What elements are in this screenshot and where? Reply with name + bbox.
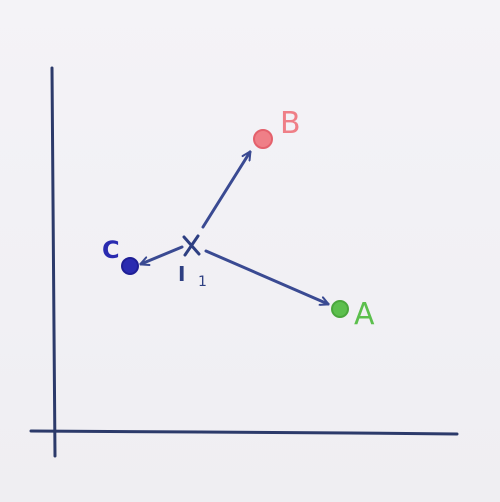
- point-b: [253, 129, 273, 149]
- y-axis: [50, 66, 57, 458]
- point-c: [121, 257, 139, 275]
- point-b-label: B: [280, 106, 301, 141]
- point-a-label: A: [354, 297, 375, 332]
- point-c-label: C: [102, 236, 120, 264]
- x-axis: [29, 429, 459, 436]
- origin-label: I: [178, 262, 185, 286]
- point-x-mark: [182, 234, 201, 257]
- origin-subscript: 1: [198, 274, 207, 290]
- arrow-to-c: [141, 245, 184, 264]
- arrow-to-a: [204, 249, 328, 304]
- arrow-to-b: [201, 152, 252, 229]
- point-a: [331, 300, 349, 318]
